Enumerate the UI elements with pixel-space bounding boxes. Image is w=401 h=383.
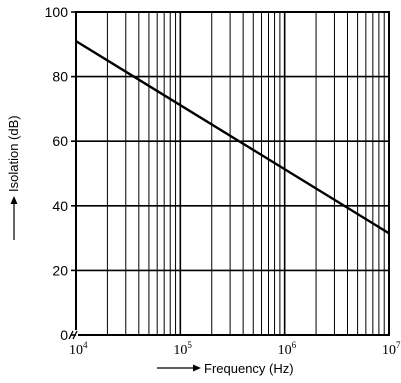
x-tick-labels: 104 105 106 107 bbox=[69, 340, 401, 358]
y-tick-label: 20 bbox=[52, 262, 68, 278]
x-tick-base: 10 bbox=[69, 343, 83, 358]
y-tick-label: 100 bbox=[45, 4, 69, 20]
x-tick-label: 105 bbox=[173, 340, 192, 358]
x-tick-label: 107 bbox=[382, 340, 401, 358]
y-axis-title-group: Isolation (dB) bbox=[6, 115, 21, 240]
major-gridlines bbox=[76, 12, 389, 335]
x-tick-base: 10 bbox=[278, 343, 292, 358]
x-tick-label: 106 bbox=[278, 340, 297, 358]
x-tick-base: 10 bbox=[382, 343, 396, 358]
y-axis-arrowhead-icon bbox=[10, 196, 18, 204]
x-tick-base: 10 bbox=[173, 343, 187, 358]
x-tick-exponent: 7 bbox=[396, 340, 401, 350]
y-tick-label: 60 bbox=[52, 133, 68, 149]
y-tick-label: 40 bbox=[52, 198, 68, 214]
y-tick-label: 0 bbox=[60, 327, 68, 343]
x-axis-arrowhead-icon bbox=[193, 364, 201, 372]
y-tick-labels: 0 20 40 60 80 100 bbox=[45, 4, 76, 343]
x-tick-exponent: 6 bbox=[292, 340, 297, 350]
series-layer bbox=[75, 40, 390, 235]
minor-gridlines bbox=[106, 12, 385, 335]
isolation-line bbox=[75, 40, 390, 235]
y-tick-label: 80 bbox=[52, 69, 68, 85]
x-tick-exponent: 4 bbox=[83, 340, 88, 350]
plot-frame bbox=[75, 11, 390, 336]
x-axis-title-group: Frequency (Hz) bbox=[157, 361, 294, 376]
x-axis-title: Frequency (Hz) bbox=[204, 361, 294, 376]
x-tick-label: 104 bbox=[69, 340, 88, 358]
y-axis-title: Isolation (dB) bbox=[6, 115, 21, 192]
x-tick-exponent: 5 bbox=[187, 340, 192, 350]
